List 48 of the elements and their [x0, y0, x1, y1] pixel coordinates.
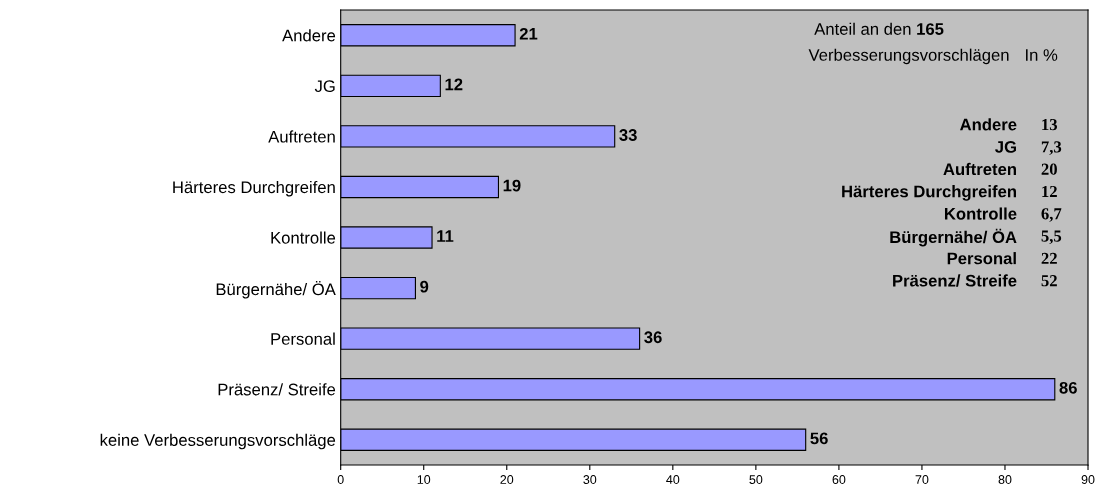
- annotation: Andere: [960, 118, 1017, 131]
- annotation: 165: [917, 23, 944, 35]
- annotation: 52: [1041, 275, 1057, 287]
- x-tick-label: 80: [998, 475, 1012, 484]
- y-tick-label: JG: [314, 80, 335, 93]
- annotation: 22: [1041, 252, 1057, 264]
- annotation: Härteres Durchgreifen: [842, 185, 1016, 201]
- x-tick-label: 50: [749, 475, 763, 484]
- x-tick-label: 90: [1081, 475, 1095, 484]
- annotation: Auftreten: [943, 162, 1016, 176]
- y-tick-label: Kontrolle: [271, 231, 336, 244]
- annotation: 6,7: [1041, 208, 1062, 222]
- y-tick-label: Andere: [282, 29, 336, 42]
- x-tick-label: 10: [417, 475, 431, 484]
- y-tick-label: Präsenz/ Streife: [218, 383, 336, 396]
- data-label: 21: [519, 27, 538, 40]
- annotation: Kontrolle: [944, 207, 1017, 220]
- annotation: 20: [1041, 163, 1057, 175]
- y-tick-label: keine Verbesserungsvorschläge: [100, 433, 336, 450]
- x-tick-label: 0: [337, 475, 344, 484]
- data-label: 56: [810, 432, 828, 445]
- data-label: 9: [420, 280, 429, 293]
- annotation: Verbesserungsvorschlägen: [808, 48, 1009, 65]
- data-label: 86: [1059, 381, 1077, 394]
- annotation: In %: [1026, 49, 1058, 61]
- y-tick-label: Auftreten: [268, 130, 335, 143]
- data-label: 12: [445, 78, 463, 91]
- y-tick-label: Härteres Durchgreifen: [173, 180, 335, 197]
- y-tick-label: Personal: [271, 332, 335, 345]
- data-label: 11: [437, 230, 454, 242]
- annotation: Präsenz/ Streife: [893, 274, 1017, 287]
- data-label: 33: [619, 129, 637, 141]
- annotation: 5,5: [1041, 230, 1062, 245]
- data-label: 36: [644, 331, 662, 344]
- y-tick-label: Bürgernähe/ ÖA: [216, 281, 336, 299]
- annotation: 13: [1042, 119, 1058, 131]
- annotation: Bürgernähe/ ÖA: [890, 228, 1017, 247]
- x-tick-label: 40: [666, 475, 680, 484]
- x-tick-label: 60: [832, 475, 846, 484]
- annotation: JG: [995, 141, 1016, 153]
- x-tick-label: 70: [915, 475, 929, 484]
- data-label: 19: [503, 179, 521, 192]
- x-tick-label: 20: [500, 475, 514, 484]
- annotation: Personal: [947, 252, 1016, 265]
- annotation: Anteil an den: [814, 22, 911, 35]
- x-tick-label: 30: [583, 475, 597, 484]
- annotation: 12: [1042, 185, 1057, 197]
- annotation: 7,3: [1041, 141, 1062, 155]
